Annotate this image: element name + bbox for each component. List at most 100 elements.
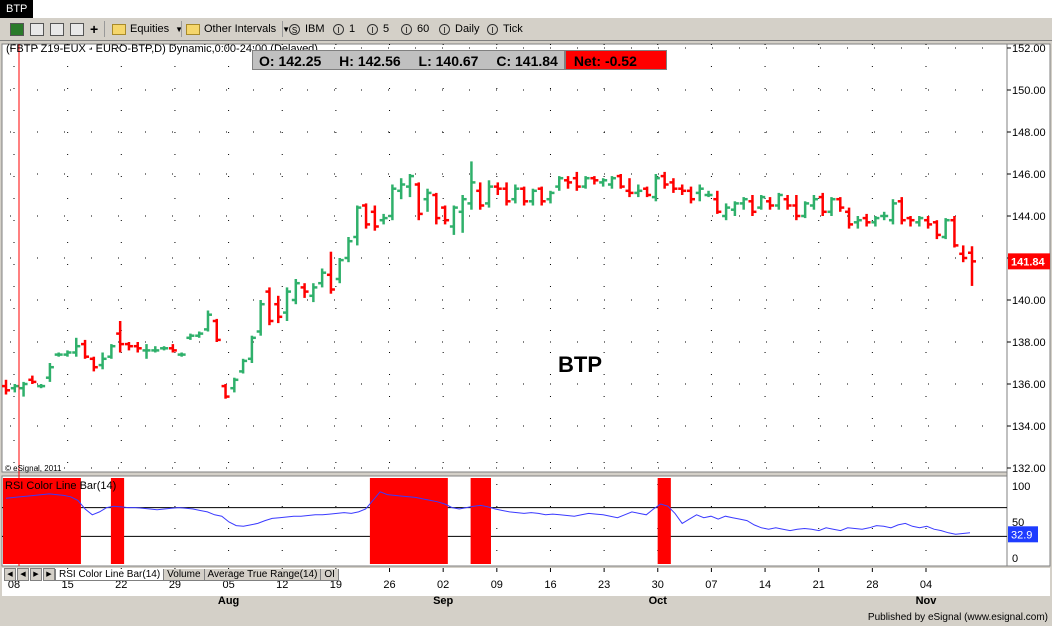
ohlc-bar xyxy=(370,205,379,231)
tab-atr[interactable]: Average True Range(14) xyxy=(203,568,322,581)
rsi-tick-label: 100 xyxy=(1012,481,1030,493)
price-tick-label: 138.00 xyxy=(1012,337,1046,349)
month-label: Nov xyxy=(916,595,938,607)
ohlc-bar xyxy=(388,184,397,221)
ohlc-bar xyxy=(704,190,713,198)
ohlc-bar xyxy=(625,178,634,198)
ohlc-bar xyxy=(686,186,695,204)
ohlc-bar xyxy=(116,321,125,353)
tab-volume[interactable]: Volume xyxy=(163,568,205,581)
separator xyxy=(282,21,283,37)
interval-1-button[interactable]: I 1 xyxy=(333,20,355,38)
ohlc-bar xyxy=(607,176,616,189)
ohlc-bar xyxy=(502,182,511,206)
interval-5-button[interactable]: I 5 xyxy=(367,20,389,38)
rsi-overbought-zone xyxy=(3,478,81,564)
ohlc-bar xyxy=(10,384,19,393)
ohlc-bar xyxy=(476,182,485,210)
ohlc-bar xyxy=(950,216,959,248)
ohlc-bar xyxy=(493,182,502,195)
price-tick-label: 144.00 xyxy=(1012,211,1046,223)
ohlc-bar xyxy=(880,211,889,221)
ohlc-bar xyxy=(748,195,757,216)
net-change: Net: -0.52 xyxy=(564,50,667,70)
ohlc-bar xyxy=(485,180,493,208)
close-value: C: 141.84 xyxy=(496,53,558,69)
equities-dropdown[interactable]: Equities ▼ xyxy=(112,20,183,38)
interval-icon: I xyxy=(367,23,378,35)
ohlc-bar xyxy=(89,356,98,372)
ohlc-bar xyxy=(353,205,362,246)
ohlc-bar xyxy=(897,197,906,225)
ohlc-bar xyxy=(555,176,564,191)
ohlc-bar xyxy=(195,331,204,338)
ohlc-bar xyxy=(546,190,555,204)
ohlc-bar xyxy=(801,201,810,219)
ohlc-bar xyxy=(81,339,90,359)
date-tick-label: 19 xyxy=(330,579,342,591)
ohlc-bar xyxy=(783,195,792,210)
ohlc-bar xyxy=(581,176,590,189)
interval-60-button[interactable]: I 60 xyxy=(401,20,429,38)
ohlc-bar xyxy=(291,279,300,305)
prev-tab-icon[interactable]: ◀ xyxy=(17,568,29,581)
tab-rsi[interactable]: RSI Color Line Bar(14) xyxy=(55,568,165,581)
ohlc-bar xyxy=(906,216,915,227)
ohlc-bar xyxy=(274,295,283,324)
rsi-overbought-zone xyxy=(369,478,448,564)
date-tick-label: 15 xyxy=(62,579,74,591)
add-icon[interactable]: + xyxy=(90,21,99,37)
ohlc-bar xyxy=(809,195,818,210)
ohlc-bar xyxy=(634,184,643,198)
ohlc-bar xyxy=(932,220,941,240)
interval-icon: I xyxy=(487,23,498,35)
tick-button[interactable]: I Tick xyxy=(487,20,523,38)
tab-oi[interactable]: OI xyxy=(320,568,339,581)
date-tick-label: 05 xyxy=(222,579,234,591)
ohlc-bar xyxy=(599,178,608,187)
rsi-tick-label: 0 xyxy=(1012,553,1018,565)
refresh-icon[interactable] xyxy=(30,22,44,36)
ohlc-bar xyxy=(318,268,327,288)
ohlc-bar xyxy=(309,283,318,303)
first-tab-icon[interactable]: ◀ xyxy=(4,568,16,581)
toolbar-icons: + xyxy=(10,20,98,38)
price-tick-label: 150.00 xyxy=(1012,85,1046,97)
ohlc-bar xyxy=(177,352,186,357)
price-chart[interactable]: 152.00150.00148.00146.00144.00142.00140.… xyxy=(0,40,1052,626)
date-tick-label: 26 xyxy=(383,579,395,591)
intervals-dropdown[interactable]: Other Intervals ▼ xyxy=(186,20,290,38)
date-tick-label: 07 xyxy=(705,579,717,591)
ohlc-bar xyxy=(247,335,256,363)
next-tab-icon[interactable]: ▶ xyxy=(30,568,42,581)
rsi-overbought-zone xyxy=(657,478,671,564)
ohlc-bar xyxy=(520,186,529,206)
symbol-button[interactable]: S IBM xyxy=(289,20,325,38)
ohlc-bar xyxy=(537,186,546,206)
date-tick-label: 30 xyxy=(652,579,664,591)
rsi-line xyxy=(5,491,971,535)
chart-icon[interactable] xyxy=(10,22,24,36)
copy-icon[interactable] xyxy=(50,22,64,36)
ohlc-bar xyxy=(151,346,160,353)
price-tick-label: 140.00 xyxy=(1012,295,1046,307)
ohlc-bar xyxy=(107,344,116,359)
ohlc-bar xyxy=(230,377,239,393)
ohlc-bar xyxy=(186,333,195,340)
layout-icon[interactable] xyxy=(70,22,84,36)
ohlc-bar xyxy=(827,197,836,216)
rsi-tick-label: 50 xyxy=(1012,517,1024,529)
price-tick-label: 134.00 xyxy=(1012,421,1046,433)
high-value: H: 142.56 xyxy=(339,53,401,69)
last-price-badge xyxy=(1008,253,1050,270)
window-titlebar: BTP xyxy=(0,0,1052,18)
ohlc-bar xyxy=(449,205,458,235)
ohlc-bar xyxy=(54,352,63,357)
ohlc-bar xyxy=(853,216,862,229)
ohlc-bar xyxy=(774,192,783,210)
ohlc-bar xyxy=(528,188,537,206)
ohlc-bar xyxy=(968,246,976,286)
ohlc-bar xyxy=(283,287,292,321)
last-tab-icon[interactable]: ▶ xyxy=(43,568,55,581)
daily-button[interactable]: I Daily xyxy=(439,20,479,38)
